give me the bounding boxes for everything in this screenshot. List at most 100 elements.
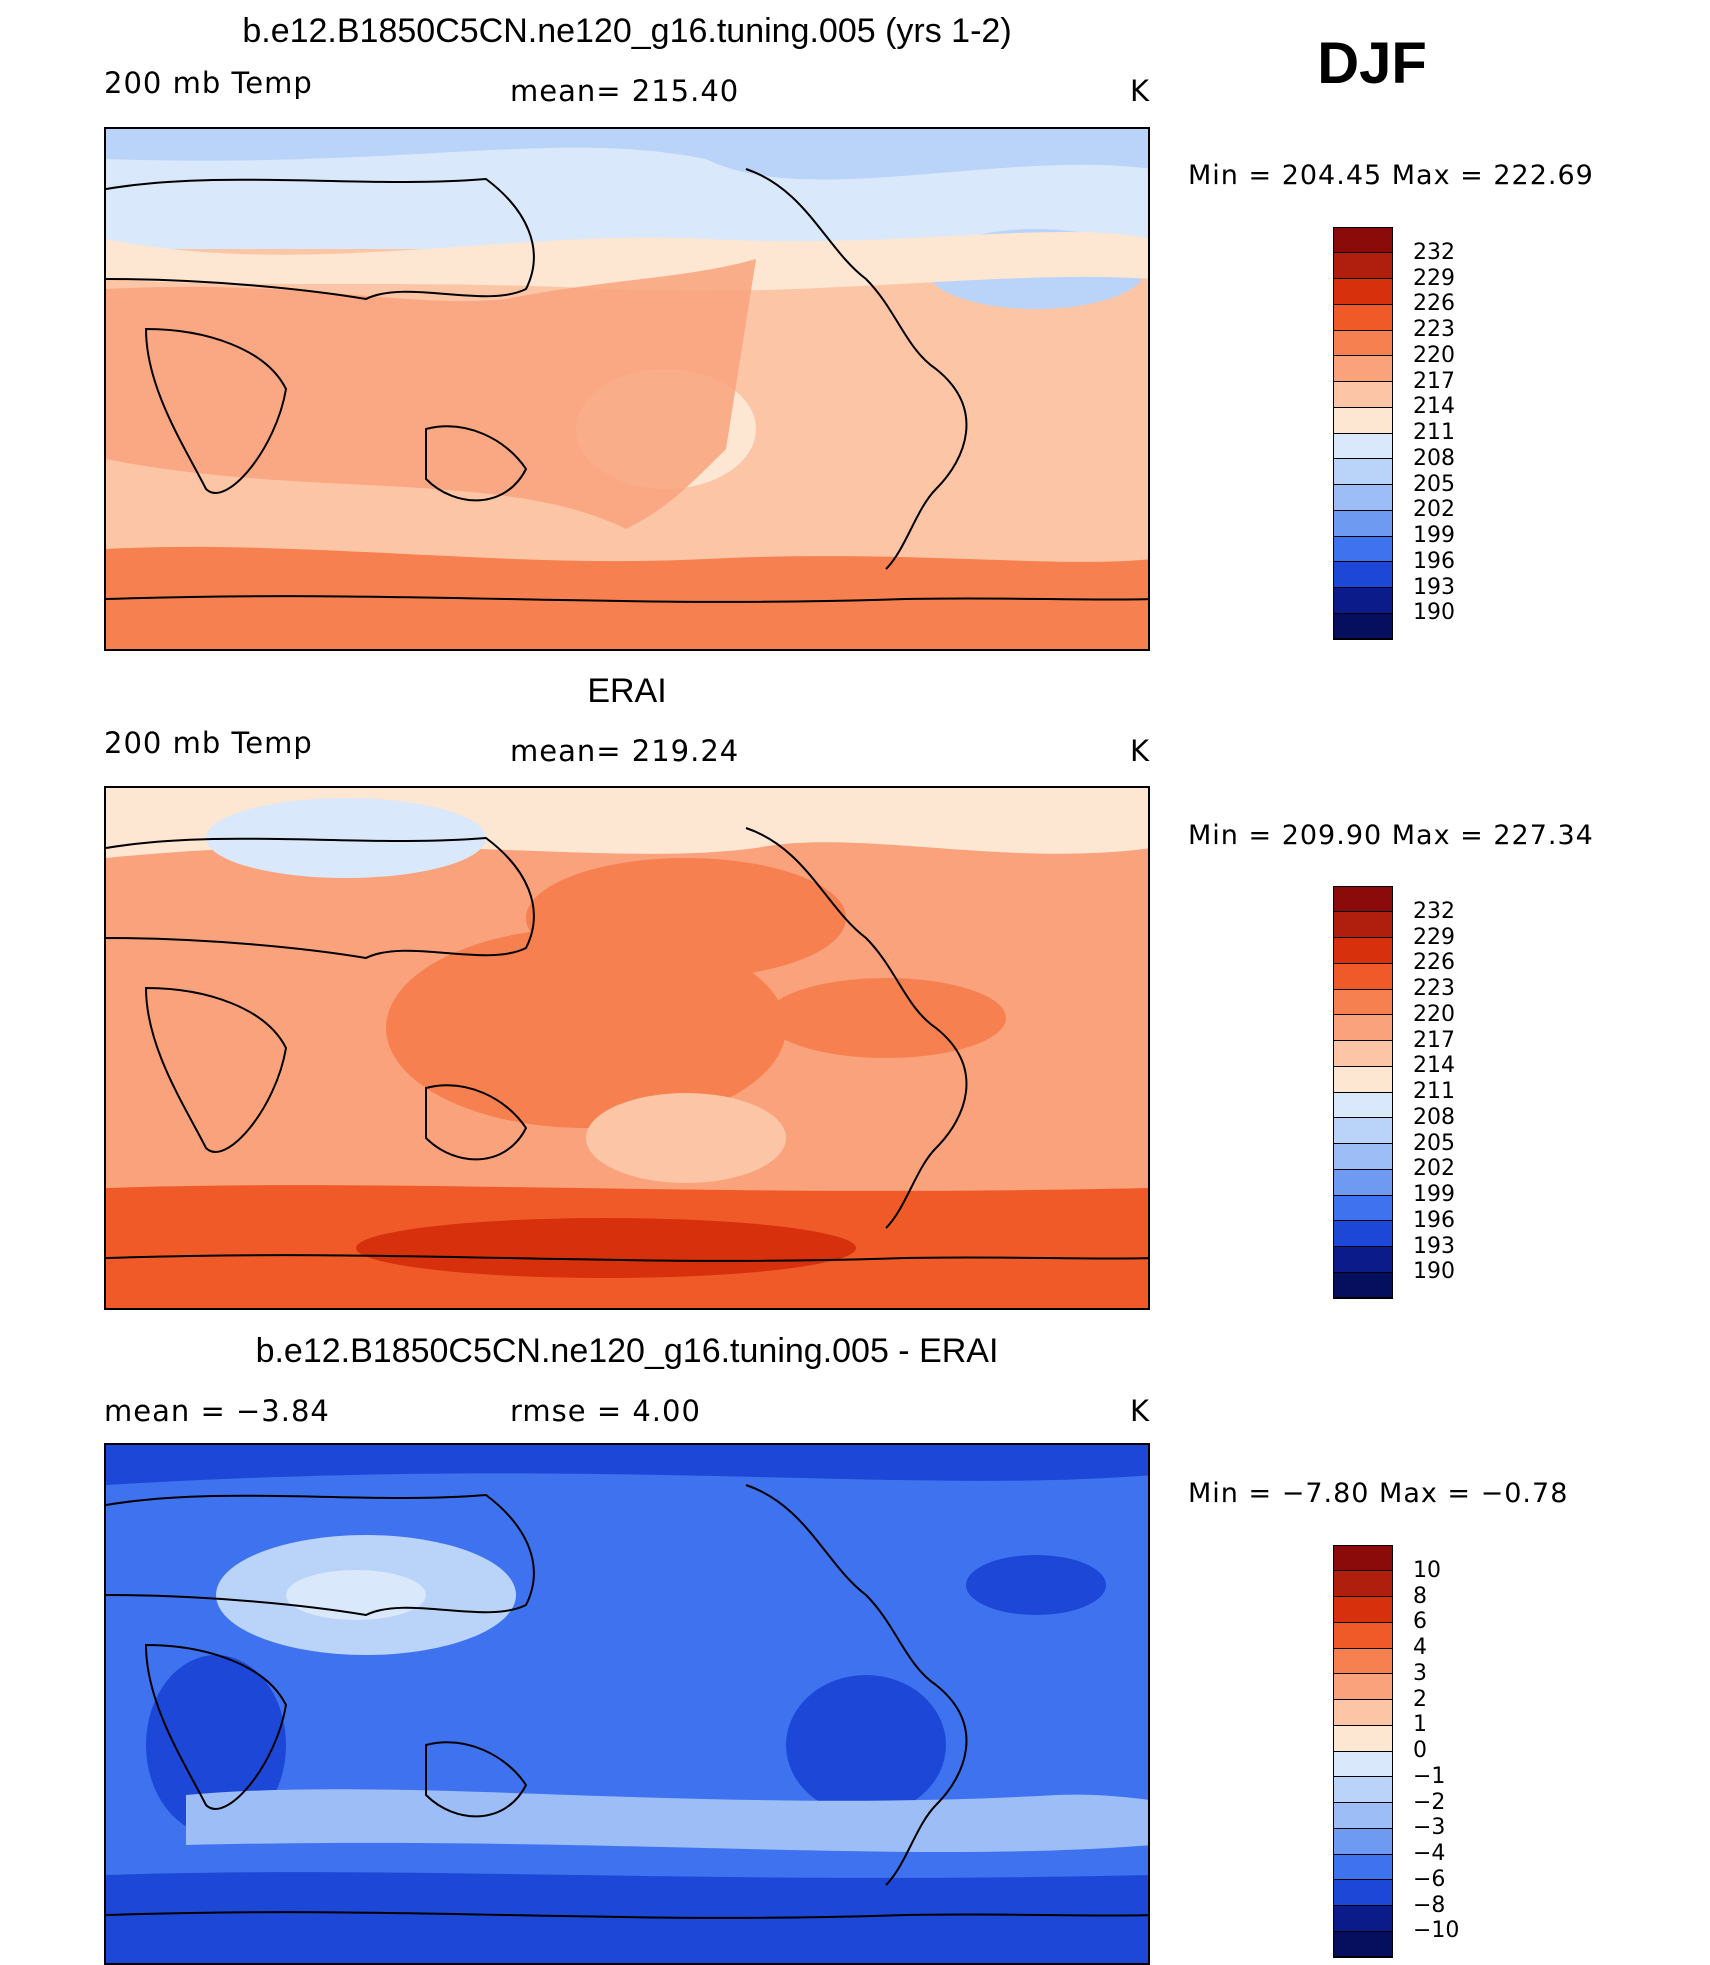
colorbar-2-tick-label: 229 [1413,924,1455,950]
colorbar-1-segment [1333,381,1393,408]
colorbar-1-tick-label: 199 [1413,523,1455,548]
colorbar-3-tick-label: 0 [1413,1738,1427,1763]
map-1-southern-warm-band [106,546,1148,649]
colorbar-1-segment [1333,227,1393,254]
colorbar-1-tick-label: 205 [1413,471,1455,497]
colorbar-2-segment [1333,1014,1393,1041]
colorbar-1-tick-label: 220 [1413,342,1455,368]
panel-1-variable-label: 200 mb Temp [104,66,313,100]
colorbar-2-segment [1333,1195,1393,1222]
colorbar-2-segment [1333,1246,1393,1273]
colorbar-3-tick-label: 8 [1413,1583,1427,1609]
colorbar-1-segment [1333,561,1393,588]
colorbar-1-tick-label: 202 [1413,497,1455,523]
panel-3-mean-label: mean = −3.84 [104,1394,330,1428]
map-2-eurasia-coast [106,836,535,960]
colorbar-3-tick-label: 10 [1413,1557,1441,1583]
map-3-australia-coast [425,1741,528,1818]
map-1-eurasia-coast [106,177,535,301]
panel-2-min-max: Min = 209.90 Max = 227.34 [1188,820,1594,851]
map-3-eurasia-coast [106,1493,535,1617]
colorbar-1-segment [1333,587,1393,614]
colorbar-3-segment [1333,1622,1393,1649]
map-3-svg [106,1445,1148,1963]
panel-2-colorbar-frame [1333,886,1393,1298]
colorbar-3-segment [1333,1879,1393,1906]
map-2-antarctic-coast [106,1254,1148,1262]
colorbar-1-tick-label: 190 [1413,600,1455,626]
colorbar-1-tick-label: 226 [1413,291,1455,317]
colorbar-2-segment [1333,1117,1393,1144]
map-1-antarctic-coast [106,595,1148,603]
colorbar-2-segment [1333,989,1393,1016]
colorbar-3-segment [1333,1570,1393,1597]
colorbar-1-tick-label: 223 [1413,317,1455,342]
map-3-southern-dark-band [106,1872,1148,1963]
colorbar-1-tick-label: 229 [1413,265,1455,291]
panel-2-title: ERAI [587,672,667,710]
colorbar-3-tick-label: 2 [1413,1686,1427,1712]
colorbar-2-tick-label: 223 [1413,976,1455,1001]
colorbar-3-tick-label: 6 [1413,1609,1427,1635]
colorbar-1-segment [1333,458,1393,485]
colorbar-2-tick-label: 226 [1413,950,1455,976]
map-3-south-america-dark-region [786,1675,946,1815]
map-1-arctic-region [106,129,1148,180]
panel-3-min-max: Min = −7.80 Max = −0.78 [1188,1478,1569,1509]
colorbar-1-segment [1333,355,1393,382]
colorbar-2-tick-label: 196 [1413,1207,1455,1233]
difference-map [104,1443,1150,1965]
map-1-australia-coast [425,425,528,502]
colorbar-3-tick-label: −10 [1413,1918,1460,1944]
colorbar-1-tick-label: 208 [1413,445,1455,471]
colorbar-2-segment [1333,886,1393,913]
map-1-africa-coast [144,327,288,494]
panel-3-title: b.e12.B1850C5CN.ne120_g16.tuning.005 - E… [255,1332,999,1370]
colorbar-3-segment [1333,1673,1393,1700]
panel-3-colorbar-frame [1333,1545,1393,1957]
colorbar-3-segment [1333,1802,1393,1829]
colorbar-1-segment [1333,536,1393,563]
colorbar-1-tick-label: 193 [1413,574,1455,600]
colorbar-1-tick-label: 217 [1413,368,1455,394]
map-1-subpolar-band [106,231,1148,292]
colorbar-2-tick-label: 211 [1413,1079,1455,1104]
map-2-southern-pacific-pale [586,1093,786,1183]
panel-1-colorbar-frame [1333,227,1393,639]
colorbar-1-tick-label: 214 [1413,394,1455,420]
map-3-africa-coast [144,1643,288,1810]
colorbar-2-segment [1333,1220,1393,1247]
colorbar-3-segment [1333,1828,1393,1855]
map-3-antarctic-coast [106,1911,1148,1919]
panel-2-mean-label: mean= 219.24 [510,734,740,768]
colorbar-2-tick-label: 220 [1413,1001,1455,1027]
colorbar-1-tick-label: 211 [1413,420,1455,445]
colorbar-3-tick-label: 4 [1413,1635,1427,1660]
panel-3-units-label: K [1130,1394,1151,1428]
map-3-atlantic-dark-region [966,1555,1106,1615]
colorbar-1-tick-label: 232 [1413,239,1455,265]
colorbar-2-tick-label: 202 [1413,1156,1455,1182]
colorbar-3-segment [1333,1699,1393,1726]
panel-2-units-label: K [1130,734,1151,768]
colorbar-3-tick-label: −3 [1413,1815,1446,1841]
colorbar-3-tick-label: −8 [1413,1892,1446,1918]
season-label: DJF [1317,31,1427,96]
map-2-australia-coast [425,1084,528,1161]
colorbar-2-tick-label: 205 [1413,1130,1455,1156]
map-2-africa-coast [144,986,288,1153]
map-3-africa-dark-region [146,1655,286,1835]
map-2-svg [106,788,1148,1308]
panel-1-mean-label: mean= 215.40 [510,74,740,108]
panel-1-title: b.e12.B1850C5CN.ne120_g16.tuning.005 (yr… [242,12,1012,50]
colorbar-3-tick-label: 3 [1413,1660,1427,1686]
colorbar-2-tick-label: 190 [1413,1259,1455,1285]
colorbar-1-segment [1333,304,1393,331]
colorbar-1-segment [1333,433,1393,460]
map-2-eurasia-cool-region [206,798,486,878]
colorbar-2-segment [1333,911,1393,938]
colorbar-2-segment [1333,1066,1393,1093]
map-1-americas-coast [745,168,968,570]
colorbar-1-segment [1333,407,1393,434]
colorbar-3-segment [1333,1725,1393,1752]
